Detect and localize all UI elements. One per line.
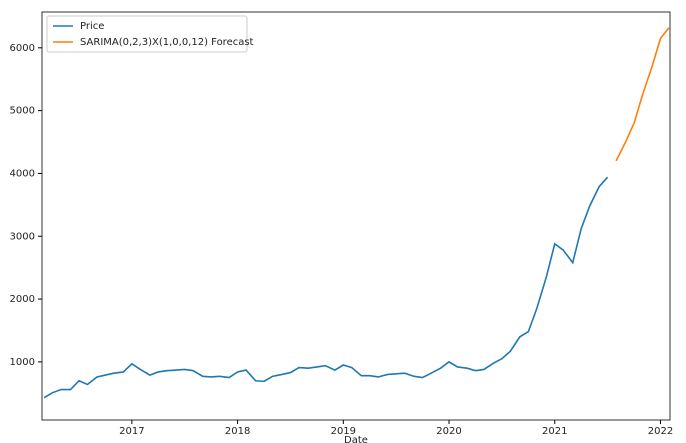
legend-box [46,15,248,53]
legend-label: SARIMA(0,2,3)X(1,0,0,12) Forecast [80,37,254,48]
x-tick-label: 2022 [648,426,673,437]
y-tick-label: 6000 [10,43,35,54]
x-axis-label: Date [344,435,368,443]
y-tick-label: 5000 [10,106,35,117]
y-tick-label: 4000 [10,168,35,179]
y-tick-label: 2000 [10,294,35,305]
plot-frame [41,11,671,421]
y-tick-label: 3000 [10,231,35,242]
x-tick-label: 2021 [542,426,567,437]
series-line [43,176,609,399]
x-tick-label: 2020 [436,426,461,437]
x-tick-label: 2018 [225,426,250,437]
y-tick-label: 1000 [10,357,35,368]
series-line [615,27,670,162]
legend-label: Price [80,21,104,32]
x-tick-label: 2017 [119,426,144,437]
x-tick-label: 2019 [331,426,356,437]
